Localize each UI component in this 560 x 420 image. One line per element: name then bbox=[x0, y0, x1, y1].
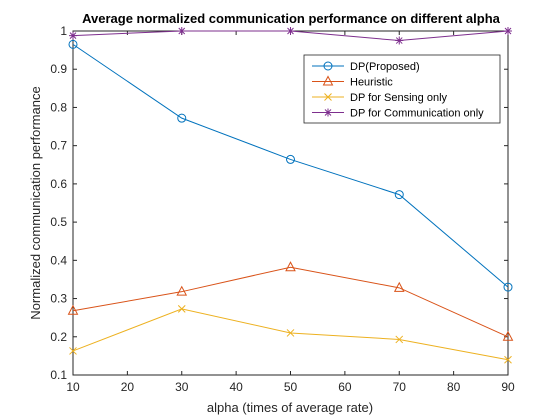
data-point bbox=[503, 282, 513, 292]
y-tick-label: 0.8 bbox=[50, 100, 67, 114]
x-axis-label: alpha (times of average rate) bbox=[207, 400, 373, 415]
series-0 bbox=[68, 39, 513, 292]
data-point bbox=[69, 347, 77, 355]
series-layer bbox=[67, 27, 514, 364]
data-point bbox=[502, 330, 514, 341]
legend-label: Heuristic bbox=[350, 77, 393, 89]
data-point bbox=[286, 329, 295, 337]
x-tick-label: 80 bbox=[447, 380, 461, 394]
legend-label: DP(Proposed) bbox=[350, 61, 420, 73]
y-tick-label: 0.5 bbox=[50, 215, 67, 229]
data-point bbox=[67, 304, 79, 315]
series-line bbox=[72, 43, 509, 288]
data-point bbox=[177, 27, 186, 35]
data-point bbox=[286, 154, 295, 164]
legend-label: DP for Sensing only bbox=[350, 92, 448, 104]
y-tick-label: 0.1 bbox=[50, 368, 67, 382]
x-tick-label: 20 bbox=[121, 380, 135, 394]
legend-marker bbox=[323, 61, 333, 71]
chart-title: Average normalized communication perform… bbox=[82, 11, 501, 26]
data-point bbox=[393, 281, 405, 292]
data-point bbox=[395, 36, 404, 45]
legend: DP(Proposed) Heuristic DP for Sensing only… bbox=[303, 54, 501, 124]
data-point bbox=[177, 305, 186, 313]
x-tick-label: 60 bbox=[338, 380, 352, 394]
data-point bbox=[286, 27, 295, 35]
data-point bbox=[177, 113, 187, 123]
y-tick-label: 0.6 bbox=[50, 177, 67, 191]
y-tick-label: 1 bbox=[60, 24, 67, 38]
y-tick-label: 0.9 bbox=[50, 62, 67, 76]
x-tick-label: 10 bbox=[66, 380, 80, 394]
y-tick-label: 0.7 bbox=[50, 139, 67, 153]
data-point bbox=[504, 27, 512, 35]
data-point bbox=[395, 335, 404, 344]
data-point bbox=[176, 285, 188, 296]
axes: 10 20 30 40 50 60 70 80 90 0.1 0.2 0.3 0.4 0.5 0.6 0.7 0… bbox=[50, 24, 515, 394]
series-1 bbox=[67, 261, 514, 341]
data-point bbox=[68, 39, 78, 49]
legend-label: DP for Communication only bbox=[350, 108, 484, 120]
y-tick-label: 0.3 bbox=[50, 292, 67, 306]
x-tick-label: 40 bbox=[229, 380, 243, 394]
series-3 bbox=[69, 27, 512, 45]
x-tick-label: 70 bbox=[393, 380, 407, 394]
legend-marker bbox=[324, 108, 332, 117]
x-tick-label: 30 bbox=[175, 380, 189, 394]
series-line bbox=[72, 266, 509, 338]
data-point bbox=[504, 355, 512, 364]
data-point bbox=[285, 261, 296, 272]
data-point bbox=[394, 190, 404, 200]
y-tick-label: 0.4 bbox=[50, 253, 67, 267]
legend-marker bbox=[322, 75, 334, 86]
y-axis-label: Normalized communication performance bbox=[28, 86, 43, 319]
y-tick-label: 0.2 bbox=[50, 330, 67, 344]
x-tick-label: 50 bbox=[284, 380, 298, 394]
series-2 bbox=[69, 305, 512, 364]
x-tick-label: 90 bbox=[501, 380, 515, 394]
legend-marker bbox=[324, 93, 332, 101]
data-point bbox=[69, 31, 77, 40]
